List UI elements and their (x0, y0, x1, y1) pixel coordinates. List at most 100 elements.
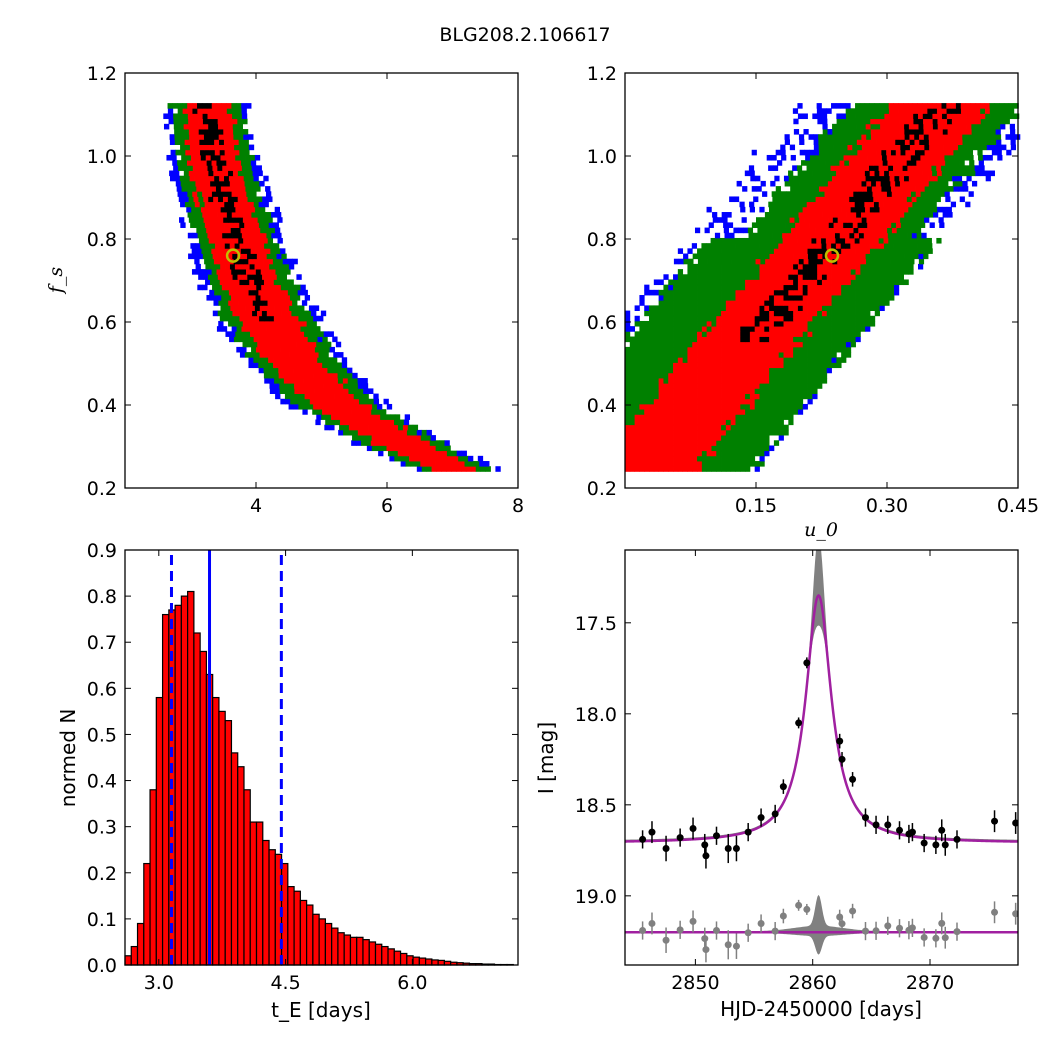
cell-inner (697, 450, 703, 457)
cell-mid (802, 352, 808, 358)
cell-mid (908, 206, 914, 213)
cell-inner (415, 440, 421, 446)
cell-inner (257, 320, 263, 327)
cell-inner (306, 341, 312, 348)
cell-inner (745, 310, 751, 317)
cell-inner (649, 461, 655, 467)
cell-outer (658, 295, 664, 301)
cell-mid (192, 212, 198, 218)
cell-inner (711, 398, 717, 405)
cell-inner (347, 403, 353, 410)
cell-mid (339, 424, 345, 431)
cell-mid (701, 289, 708, 296)
cell-outer (195, 263, 201, 270)
cell-inner (677, 388, 684, 394)
cell-mid (629, 383, 636, 389)
cell-inner (890, 144, 896, 151)
cell-mid (836, 320, 842, 327)
cell-core (740, 326, 746, 332)
cell-inner (893, 206, 900, 213)
cell-inner (287, 300, 293, 306)
cell-inner (697, 445, 703, 452)
cell-mid (677, 269, 684, 275)
cell-inner (899, 180, 906, 187)
cell-mid (254, 352, 260, 358)
cell-inner (817, 284, 823, 291)
cell-inner (639, 403, 645, 410)
cell-mid (773, 367, 780, 374)
cell-inner (797, 331, 804, 337)
cell-mid (658, 352, 664, 358)
cell-inner (240, 305, 246, 311)
cell-mid (893, 243, 899, 249)
cell-inner (259, 263, 265, 270)
cell-inner (288, 367, 294, 374)
cell-mid (629, 336, 636, 343)
cell-inner (849, 201, 856, 208)
cell-inner (769, 331, 775, 337)
cell-mid (371, 409, 377, 415)
cell-outer (729, 232, 735, 239)
cell-mid (769, 388, 775, 394)
cell-mid (797, 393, 804, 400)
cell-inner (255, 346, 262, 353)
cell-mid (793, 367, 799, 374)
cell-outer (694, 227, 701, 234)
cell-mid (831, 326, 837, 332)
cell-inner (937, 123, 943, 130)
cell-core (253, 289, 259, 296)
cell-inner (692, 450, 698, 457)
cell-inner (892, 160, 898, 166)
cell-inner (864, 237, 870, 244)
cell-mid (831, 295, 837, 301)
cell-mid (337, 367, 343, 374)
cell-mid (971, 129, 977, 135)
cell-inner (221, 269, 227, 275)
cell-inner (841, 253, 847, 260)
cell-inner (908, 108, 914, 114)
cell-inner (234, 279, 240, 286)
cell-outer (751, 186, 757, 192)
cell-inner (245, 305, 251, 311)
cell-mid (668, 362, 674, 369)
cell-inner (864, 165, 870, 171)
cell-outer (192, 253, 199, 260)
cell-inner (793, 289, 799, 296)
cell-mid (294, 305, 300, 311)
cell-inner (754, 372, 760, 379)
cell-inner (245, 269, 252, 275)
cell-inner (810, 227, 816, 234)
cell-mid (817, 320, 823, 327)
cell-mid (847, 139, 853, 145)
cell-mid (847, 149, 853, 156)
cell-inner (839, 232, 845, 239)
cell-outer (962, 180, 968, 187)
cell-mid (879, 108, 885, 114)
cell-outer (780, 149, 786, 156)
cell-mid (185, 180, 191, 187)
cell-inner (649, 414, 655, 420)
cell-outer (749, 206, 755, 213)
cell-inner (706, 336, 712, 343)
cell-mid (177, 108, 184, 114)
cell-mid (721, 300, 727, 306)
cell-inner (438, 455, 444, 462)
cell-mid (197, 191, 203, 197)
cell-outer (921, 232, 927, 239)
cell-mid (826, 305, 832, 311)
cell-inner (716, 336, 722, 343)
cell-inner (947, 129, 953, 135)
cell-inner (692, 372, 698, 379)
cell-mid (989, 108, 996, 114)
cell-inner (706, 403, 712, 410)
cell-inner (433, 455, 439, 462)
cell-core (239, 279, 245, 286)
cell-inner (625, 440, 631, 446)
cell-inner (759, 300, 765, 306)
cell-mid (869, 284, 876, 291)
cell-mid (836, 341, 842, 348)
cell-inner (807, 295, 813, 301)
cell-mid (788, 393, 794, 400)
cell-mid (365, 440, 372, 446)
cell-core (778, 289, 784, 296)
